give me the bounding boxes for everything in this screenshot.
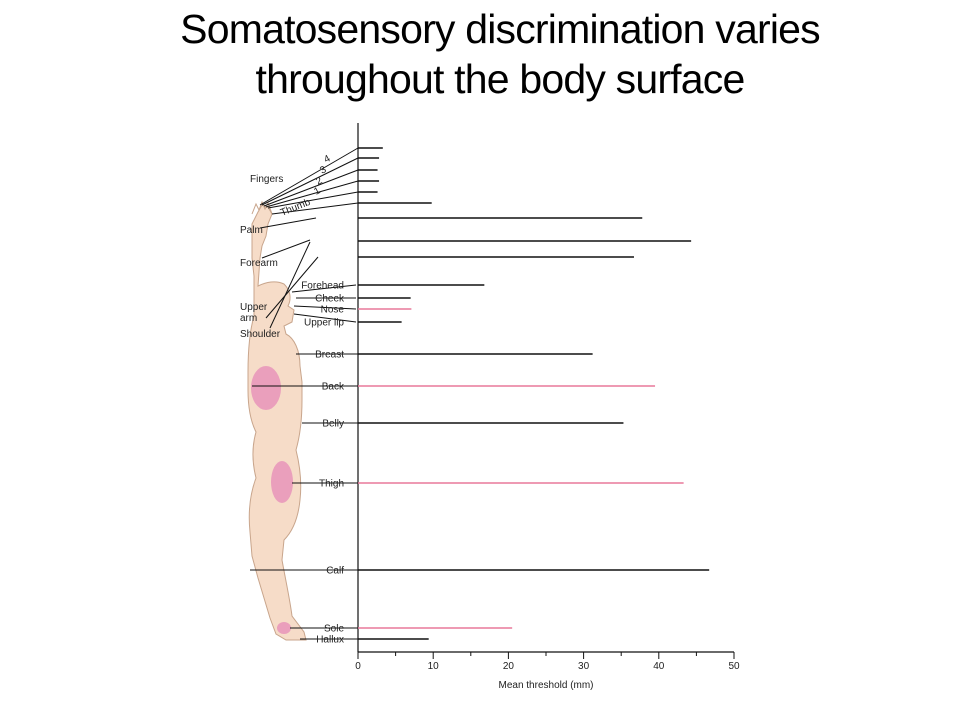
leader-shoulder bbox=[269, 241, 311, 329]
bar-label-3: 3 bbox=[318, 164, 328, 177]
body-outline bbox=[247, 204, 307, 641]
slide-title: Somatosensory discrimination varies thro… bbox=[0, 4, 960, 104]
leader-forehead bbox=[291, 284, 357, 293]
back-patch bbox=[251, 366, 281, 410]
bar-label-2: 2 bbox=[314, 175, 324, 188]
leader-finger-1 bbox=[265, 180, 359, 208]
x-tick-label-40: 40 bbox=[653, 661, 665, 672]
leader-upper-arm bbox=[265, 256, 319, 319]
bar-label-1: 1 bbox=[312, 185, 322, 198]
body-figure-illustration bbox=[247, 200, 307, 641]
bar-label-cheek: Cheek bbox=[315, 294, 345, 305]
leader-palm bbox=[259, 217, 317, 229]
x-axis: 0 10 20 30 40 50 Mean threshold (mm) bbox=[355, 123, 740, 691]
bar-label-thumb: Thumb bbox=[279, 197, 312, 219]
label-palm: Palm bbox=[240, 225, 263, 236]
x-tick-label-50: 50 bbox=[728, 661, 740, 672]
x-axis-label: Mean threshold (mm) bbox=[498, 680, 593, 691]
leader-finger-4 bbox=[259, 147, 359, 206]
bar-label-upper-lip: Upper lip bbox=[304, 318, 344, 329]
x-tick-label-30: 30 bbox=[578, 661, 590, 672]
fingers-drawing bbox=[251, 200, 273, 215]
leader-upper-lip bbox=[293, 313, 357, 323]
sole-patch bbox=[277, 622, 291, 634]
label-shoulder: Shoulder bbox=[240, 329, 281, 340]
leader-finger-2 bbox=[263, 169, 359, 207]
slide-title-line-1: Somatosensory discrimination varies bbox=[180, 6, 820, 52]
body-silhouette bbox=[248, 205, 306, 640]
leader-thumb-tip bbox=[271, 202, 359, 215]
bar-label-forehead: Forehead bbox=[301, 281, 344, 292]
bar-label-4: 4 bbox=[322, 153, 332, 166]
bar-label-hallux: Hallux bbox=[316, 635, 344, 646]
x-tick-label-0: 0 bbox=[355, 661, 361, 672]
leader-finger-3 bbox=[261, 157, 359, 206]
leader-nose bbox=[293, 305, 357, 310]
bar-label-breast: Breast bbox=[315, 350, 344, 361]
bar-label-thigh: Thigh bbox=[319, 479, 344, 490]
bars bbox=[358, 147, 710, 640]
bar-label-back: Back bbox=[322, 382, 345, 393]
x-tick-label-20: 20 bbox=[503, 661, 515, 672]
leader-forearm bbox=[261, 239, 311, 259]
bar-label-nose: Nose bbox=[321, 305, 345, 316]
bar-label-belly: Belly bbox=[322, 419, 344, 430]
leader-thumb bbox=[267, 191, 359, 209]
bar-label-sole: Sole bbox=[324, 624, 344, 635]
label-upper-arm-line1: Upper bbox=[240, 302, 268, 313]
label-forearm: Forearm bbox=[240, 258, 278, 269]
x-tick-label-10: 10 bbox=[428, 661, 440, 672]
slide-title-line-2: throughout the body surface bbox=[255, 56, 746, 102]
bar-label-calf: Calf bbox=[326, 566, 344, 577]
label-fingers: Fingers bbox=[250, 174, 283, 185]
label-upper-arm-line2: arm bbox=[240, 313, 257, 324]
leader-lines bbox=[250, 147, 359, 640]
thigh-patch bbox=[271, 461, 293, 503]
